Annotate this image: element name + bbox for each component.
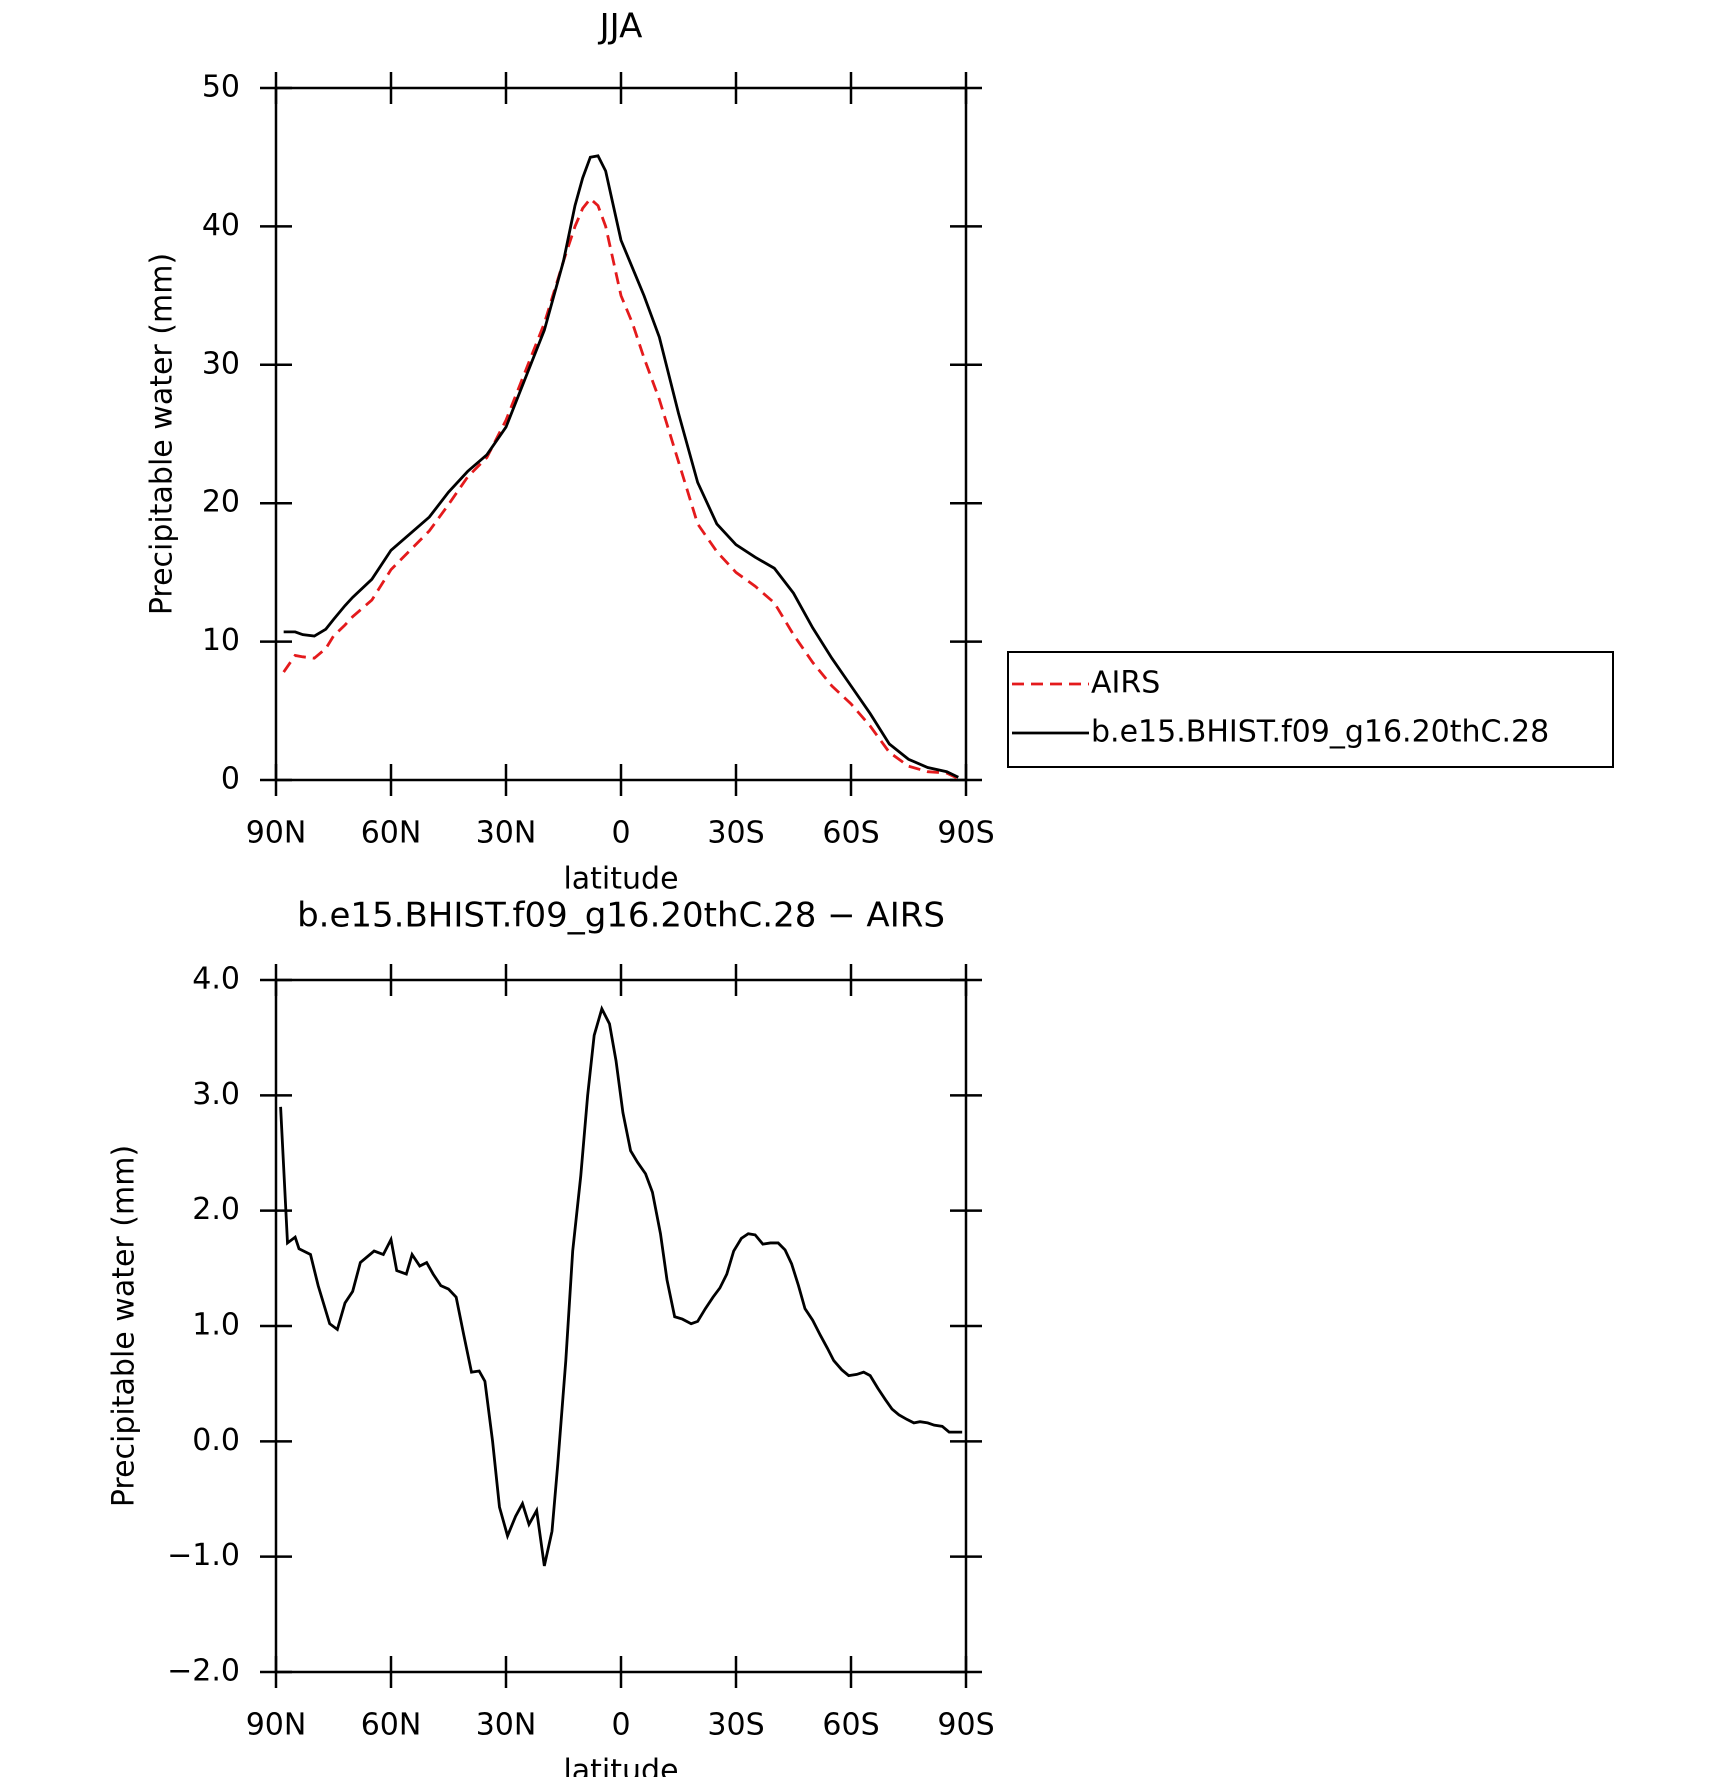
x-tick-label: 60S bbox=[822, 1708, 879, 1743]
data-line bbox=[283, 154, 959, 779]
x-tick-label: 30N bbox=[476, 1708, 537, 1743]
y-tick-label: 1.0 bbox=[192, 1308, 240, 1343]
y-tick-label: 3.0 bbox=[192, 1077, 240, 1112]
chart-title: JJA bbox=[598, 7, 643, 47]
x-tick-label: 90N bbox=[246, 816, 307, 851]
y-tick-label: 0 bbox=[221, 762, 240, 797]
y-tick-label: −1.0 bbox=[167, 1538, 240, 1573]
x-tick-label: 90S bbox=[937, 816, 994, 851]
y-axis-label: Precipitable water (mm) bbox=[145, 253, 180, 615]
x-tick-label: 90S bbox=[937, 1708, 994, 1743]
x-tick-label: 0 bbox=[611, 1708, 630, 1743]
x-tick-label: 30N bbox=[476, 816, 537, 851]
x-tick-label: 30S bbox=[707, 1708, 764, 1743]
chart-title: b.e15.BHIST.f09_g16.20thC.28 − AIRS bbox=[297, 896, 945, 936]
plot-frame bbox=[274, 86, 968, 782]
x-tick-label: 60N bbox=[361, 1708, 422, 1743]
y-tick-label: 30 bbox=[202, 346, 240, 381]
x-tick-label: 0 bbox=[611, 816, 630, 851]
y-tick-label: 10 bbox=[202, 623, 240, 658]
legend-label: AIRS bbox=[1091, 666, 1160, 701]
x-axis-label: latitude bbox=[563, 862, 678, 897]
y-tick-label: 40 bbox=[202, 208, 240, 243]
y-tick-label: −2.0 bbox=[167, 1654, 240, 1689]
x-tick-label: 30S bbox=[707, 816, 764, 851]
y-tick-label: 4.0 bbox=[192, 962, 240, 997]
legend-box bbox=[1007, 651, 1614, 768]
y-tick-label: 2.0 bbox=[192, 1192, 240, 1227]
x-tick-label: 90N bbox=[246, 1708, 307, 1743]
legend-label: b.e15.BHIST.f09_g16.20thC.28 bbox=[1091, 715, 1549, 750]
x-tick-label: 60N bbox=[361, 816, 422, 851]
y-tick-label: 20 bbox=[202, 485, 240, 520]
plot-frame bbox=[274, 978, 968, 1674]
x-axis-label: latitude bbox=[563, 1754, 678, 1777]
data-line bbox=[282, 196, 959, 780]
y-tick-label: 0.0 bbox=[192, 1423, 240, 1458]
x-tick-label: 60S bbox=[822, 816, 879, 851]
data-line bbox=[279, 1005, 963, 1567]
y-axis-label: Precipitable water (mm) bbox=[107, 1145, 142, 1507]
y-tick-label: 50 bbox=[202, 70, 240, 105]
